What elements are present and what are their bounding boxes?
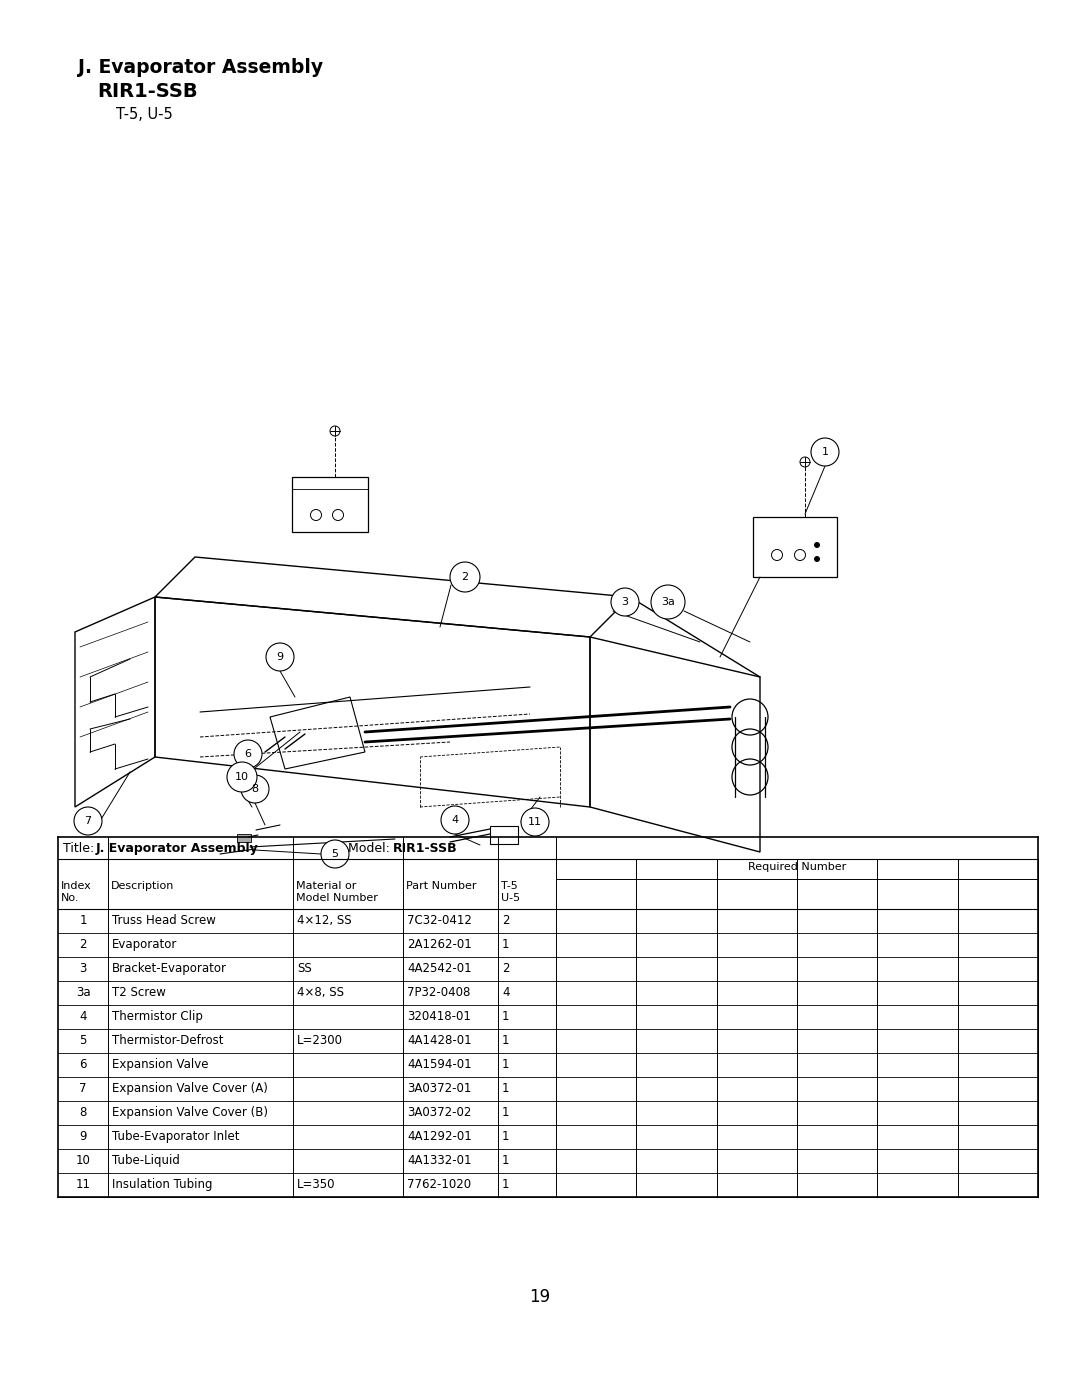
Text: Tube-Liquid: Tube-Liquid [112, 1154, 180, 1166]
Text: 5: 5 [332, 849, 338, 859]
Text: 6: 6 [244, 749, 252, 759]
Text: 1: 1 [502, 1058, 510, 1071]
Text: 6: 6 [79, 1058, 86, 1071]
Text: 7: 7 [79, 1083, 86, 1095]
Text: 3: 3 [79, 963, 86, 975]
Text: 3A0372-02: 3A0372-02 [407, 1106, 471, 1119]
Text: Evaporator: Evaporator [112, 937, 177, 951]
Text: 4A1332-01: 4A1332-01 [407, 1154, 472, 1166]
Text: 4A2542-01: 4A2542-01 [407, 963, 472, 975]
Text: 4A1594-01: 4A1594-01 [407, 1058, 472, 1071]
Text: 1: 1 [502, 1106, 510, 1119]
Text: Tube-Evaporator Inlet: Tube-Evaporator Inlet [112, 1130, 240, 1143]
Text: Bracket-Evaporator: Bracket-Evaporator [112, 963, 227, 975]
Text: 1: 1 [502, 1154, 510, 1166]
Text: 10: 10 [76, 1154, 91, 1166]
Text: 1: 1 [502, 1010, 510, 1023]
Text: 19: 19 [529, 1288, 551, 1306]
Text: T-5, U-5: T-5, U-5 [116, 108, 173, 122]
Text: Material or
Model Number: Material or Model Number [296, 882, 378, 902]
Circle shape [811, 439, 839, 467]
Text: 4×12, SS: 4×12, SS [297, 914, 352, 928]
Circle shape [450, 562, 480, 592]
Text: 5: 5 [79, 1034, 86, 1046]
Text: 3a: 3a [76, 986, 91, 999]
Text: 4A1428-01: 4A1428-01 [407, 1034, 472, 1046]
Text: 3: 3 [621, 597, 629, 608]
Text: SS: SS [297, 963, 312, 975]
Text: J. Evaporator Assembly: J. Evaporator Assembly [78, 59, 323, 77]
Text: Expansion Valve Cover (B): Expansion Valve Cover (B) [112, 1106, 268, 1119]
Circle shape [441, 806, 469, 834]
Text: 8: 8 [252, 784, 258, 793]
Text: Thermistor-Defrost: Thermistor-Defrost [112, 1034, 224, 1046]
Circle shape [241, 775, 269, 803]
Text: 320418-01: 320418-01 [407, 1010, 471, 1023]
Text: Model:: Model: [348, 842, 394, 855]
Text: 1: 1 [822, 447, 828, 457]
Text: 3a: 3a [661, 597, 675, 608]
Text: L=2300: L=2300 [297, 1034, 343, 1046]
Circle shape [814, 556, 820, 562]
Text: 7C32-0412: 7C32-0412 [407, 914, 472, 928]
Text: Insulation Tubing: Insulation Tubing [112, 1178, 213, 1192]
Circle shape [521, 807, 549, 835]
Text: 1: 1 [502, 1034, 510, 1046]
Text: Title:: Title: [63, 842, 98, 855]
Text: 1: 1 [502, 1130, 510, 1143]
Text: 1: 1 [502, 1178, 510, 1192]
Circle shape [75, 807, 102, 835]
Text: 1: 1 [79, 914, 86, 928]
Text: Part Number: Part Number [406, 882, 476, 891]
Text: 4: 4 [502, 986, 510, 999]
Text: 8: 8 [79, 1106, 86, 1119]
Text: 4: 4 [79, 1010, 86, 1023]
Text: 11: 11 [76, 1178, 91, 1192]
Circle shape [266, 643, 294, 671]
Text: 4×8, SS: 4×8, SS [297, 986, 345, 999]
Text: Truss Head Screw: Truss Head Screw [112, 914, 216, 928]
Text: 9: 9 [276, 652, 284, 662]
Text: Expansion Valve: Expansion Valve [112, 1058, 208, 1071]
Circle shape [611, 588, 639, 616]
Circle shape [234, 740, 262, 768]
Text: L=350: L=350 [297, 1178, 336, 1192]
Text: 10: 10 [235, 773, 249, 782]
Text: 1: 1 [502, 937, 510, 951]
Text: 7P32-0408: 7P32-0408 [407, 986, 471, 999]
Text: RIR1-SSB: RIR1-SSB [97, 82, 198, 101]
Text: Index
No.: Index No. [60, 882, 92, 902]
Text: 3A0372-01: 3A0372-01 [407, 1083, 471, 1095]
Text: Thermistor Clip: Thermistor Clip [112, 1010, 203, 1023]
Text: RIR1-SSB: RIR1-SSB [393, 842, 458, 855]
Text: Expansion Valve Cover (A): Expansion Valve Cover (A) [112, 1083, 268, 1095]
Text: 2A1262-01: 2A1262-01 [407, 937, 472, 951]
Text: 2: 2 [502, 914, 510, 928]
Text: 2: 2 [461, 571, 469, 583]
Text: 7: 7 [84, 816, 92, 826]
Text: T2 Screw: T2 Screw [112, 986, 166, 999]
Circle shape [321, 840, 349, 868]
Text: 4A1292-01: 4A1292-01 [407, 1130, 472, 1143]
Text: 11: 11 [528, 817, 542, 827]
Text: T-5
U-5: T-5 U-5 [501, 882, 521, 902]
Text: 2: 2 [502, 963, 510, 975]
Circle shape [227, 761, 257, 792]
Text: 1: 1 [502, 1083, 510, 1095]
Text: Required Number: Required Number [747, 862, 846, 872]
Text: J. Evaporator Assembly: J. Evaporator Assembly [96, 842, 259, 855]
Text: Description: Description [111, 882, 174, 891]
Text: 2: 2 [79, 937, 86, 951]
Text: 4: 4 [451, 814, 459, 826]
Text: 9: 9 [79, 1130, 86, 1143]
FancyBboxPatch shape [237, 834, 251, 842]
Circle shape [651, 585, 685, 619]
Circle shape [814, 542, 820, 548]
Text: 7762-1020: 7762-1020 [407, 1178, 471, 1192]
